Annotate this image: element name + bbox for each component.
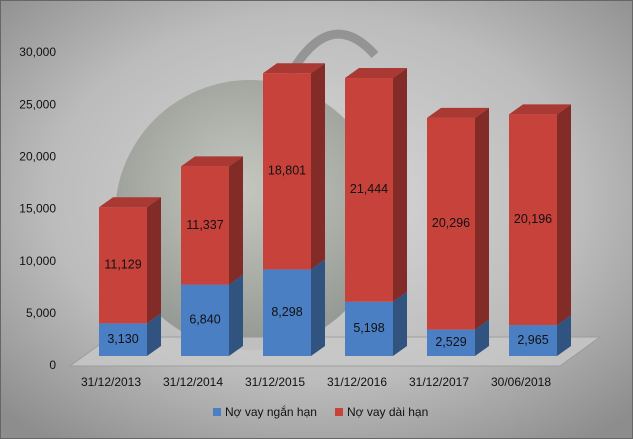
value-label: 20,296: [432, 216, 470, 230]
bar-side: [311, 63, 325, 270]
bar: [181, 166, 229, 285]
bar-top: [509, 104, 571, 115]
bar-side: [229, 156, 243, 285]
bar-side: [229, 274, 243, 356]
bar: [509, 325, 557, 356]
bar: [427, 117, 475, 330]
x-tick-label: 31/12/2015: [245, 375, 305, 389]
bar-top: [345, 68, 407, 79]
value-label: 5,198: [353, 321, 384, 335]
y-tick-label: 0: [49, 358, 56, 372]
bar-top: [181, 156, 243, 167]
value-label: 18,801: [268, 164, 306, 178]
bar-side: [475, 107, 489, 330]
legend-swatch: [335, 408, 343, 416]
bar: [263, 269, 311, 356]
bar-side: [311, 259, 325, 356]
bar-side: [147, 197, 161, 324]
x-tick-label: 31/12/2013: [81, 375, 141, 389]
x-tick-label: 31/12/2017: [409, 375, 469, 389]
bar: [99, 323, 147, 356]
legend-label: Nợ vay dài hạn: [347, 405, 428, 419]
bar: [509, 114, 557, 326]
bar: [345, 301, 393, 356]
x-tick-label: 31/12/2016: [327, 375, 387, 389]
bar-side: [393, 68, 407, 302]
y-tick-label: 30,000: [19, 45, 56, 59]
bomb-fuse: [286, 29, 379, 78]
bar: [99, 207, 147, 324]
value-label: 20,196: [514, 212, 552, 226]
bar: [427, 329, 475, 356]
legend-swatch: [213, 408, 221, 416]
value-label: 11,337: [186, 218, 223, 232]
x-tick-label: 31/12/2014: [163, 375, 223, 389]
value-label: 8,298: [271, 305, 302, 319]
value-label: 2,965: [517, 333, 548, 347]
bar-side: [557, 104, 571, 326]
value-label: 6,840: [189, 313, 220, 327]
value-label: 3,130: [107, 332, 138, 346]
bar-side: [475, 319, 489, 356]
bar-side: [557, 315, 571, 356]
value-label: 2,529: [435, 335, 466, 349]
bar-top: [263, 63, 325, 74]
bar-top: [427, 107, 489, 118]
y-tick-label: 20,000: [19, 150, 56, 164]
value-label: 11,129: [104, 258, 141, 272]
bar: [263, 73, 311, 270]
x-tick-label: 30/06/2018: [491, 375, 551, 389]
y-tick-label: 15,000: [19, 202, 56, 216]
bar-side: [147, 313, 161, 356]
legend-label: Nợ vay ngắn hạn: [225, 404, 317, 419]
bar: [345, 78, 393, 302]
bar-top: [99, 197, 161, 208]
y-tick-label: 25,000: [19, 97, 56, 111]
y-tick-label: 5,000: [26, 306, 56, 320]
y-tick-label: 10,000: [19, 254, 56, 268]
bar-side: [393, 291, 407, 356]
value-label: 21,444: [350, 182, 388, 196]
bar: [181, 284, 229, 356]
